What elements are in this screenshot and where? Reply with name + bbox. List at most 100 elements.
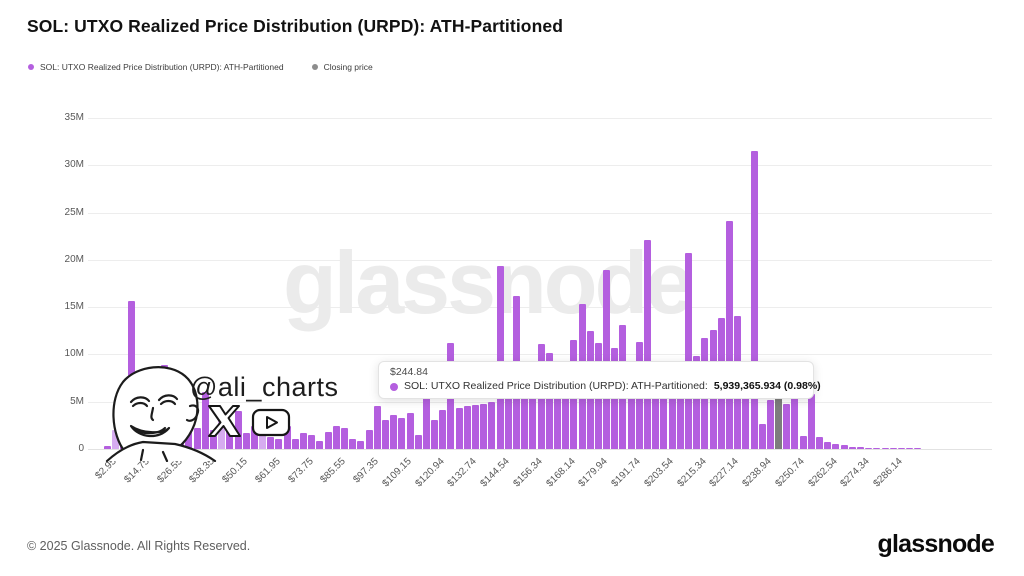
urpd-bar[interactable]: [300, 432, 308, 449]
urpd-bar[interactable]: [439, 410, 447, 449]
urpd-bar[interactable]: [897, 448, 905, 449]
gridline: [88, 165, 992, 167]
urpd-bar[interactable]: [373, 406, 381, 449]
legend: SOL: UTXO Realized Price Distribution (U…: [28, 62, 373, 72]
gridline: [88, 118, 992, 119]
urpd-bar[interactable]: [185, 426, 193, 449]
urpd-bar[interactable]: [684, 253, 692, 449]
urpd-bar[interactable]: [209, 430, 217, 449]
urpd-bar[interactable]: [422, 397, 430, 449]
x-axis-tick-label: $109.15: [380, 456, 414, 490]
tooltip-price: $244.84: [390, 366, 428, 378]
urpd-bar[interactable]: [472, 405, 480, 449]
urpd-bar[interactable]: [627, 392, 635, 449]
closing-price-bar[interactable]: [775, 392, 783, 449]
x-axis-tick-label: $227.14: [707, 456, 742, 490]
urpd-bar[interactable]: [357, 441, 365, 449]
urpd-bar[interactable]: [816, 436, 824, 449]
urpd-bar[interactable]: [529, 396, 537, 449]
urpd-bar[interactable]: [668, 386, 676, 449]
urpd-bar[interactable]: [783, 403, 791, 449]
urpd-bar[interactable]: [341, 428, 348, 449]
urpd-bar[interactable]: [750, 151, 758, 449]
urpd-bar[interactable]: [553, 392, 561, 449]
urpd-bar[interactable]: [283, 426, 291, 449]
urpd-bar[interactable]: [103, 446, 111, 449]
x-axis-tick-label: $61.95: [253, 456, 283, 486]
urpd-bar[interactable]: [242, 432, 250, 449]
urpd-bar[interactable]: [308, 434, 316, 449]
urpd-bar[interactable]: [111, 430, 119, 449]
urpd-bar[interactable]: [832, 444, 840, 449]
urpd-bar[interactable]: [766, 399, 774, 449]
x-axis-tick-label: $120.94: [413, 456, 447, 490]
urpd-bar[interactable]: [758, 424, 766, 449]
urpd-bar[interactable]: [603, 270, 611, 449]
urpd-bar[interactable]: [349, 438, 357, 449]
x-axis-tick-label: $286.14: [871, 456, 906, 490]
tooltip-series-label: SOL: UTXO Realized Price Distribution (U…: [404, 380, 708, 392]
legend-item-closing-price[interactable]: Closing price: [311, 62, 373, 72]
x-axis-tick-label: $85.55: [318, 456, 349, 486]
urpd-bar[interactable]: [332, 426, 340, 449]
urpd-bar[interactable]: [431, 419, 439, 449]
urpd-bar[interactable]: [496, 265, 504, 449]
urpd-bar[interactable]: [521, 396, 529, 449]
urpd-bar[interactable]: [234, 411, 242, 449]
urpd-bar[interactable]: [791, 397, 799, 449]
legend-item-urpd[interactable]: SOL: UTXO Realized Price Distribution (U…: [28, 62, 284, 72]
urpd-bar[interactable]: [873, 447, 881, 449]
x-axis-tick-label: $238.94: [740, 456, 774, 490]
urpd-bar[interactable]: [562, 390, 570, 449]
urpd-bar[interactable]: [660, 389, 668, 449]
urpd-bar[interactable]: [390, 414, 398, 449]
urpd-bar[interactable]: [365, 430, 373, 449]
gridline: [88, 212, 992, 214]
urpd-bar[interactable]: [250, 426, 258, 449]
urpd-bar[interactable]: [267, 436, 275, 449]
urpd-bar[interactable]: [406, 413, 414, 449]
y-axis-tick-label: 10M: [64, 348, 84, 360]
urpd-bar[interactable]: [644, 239, 652, 449]
urpd-bar[interactable]: [398, 417, 406, 449]
urpd-bar[interactable]: [824, 442, 832, 449]
urpd-bar[interactable]: [480, 403, 488, 449]
urpd-bar[interactable]: [193, 428, 201, 449]
x-axis-tick-label: $250.74: [773, 456, 807, 490]
urpd-bar[interactable]: [725, 221, 733, 449]
urpd-bar[interactable]: [742, 392, 750, 449]
urpd-bar[interactable]: [324, 431, 332, 449]
urpd-bar[interactable]: [545, 352, 553, 449]
urpd-bar[interactable]: [455, 408, 463, 449]
urpd-bar[interactable]: [914, 448, 922, 449]
urpd-bar[interactable]: [381, 419, 389, 449]
urpd-bar[interactable]: [414, 434, 422, 449]
urpd-bar[interactable]: [840, 445, 848, 449]
urpd-bar[interactable]: [463, 406, 471, 449]
face-sketch-watermark: [105, 366, 217, 462]
urpd-bar[interactable]: [504, 386, 512, 449]
urpd-bar[interactable]: [201, 392, 209, 449]
tooltip-series-dot-icon: [390, 382, 398, 391]
urpd-bar[interactable]: [488, 401, 496, 449]
urpd-bar[interactable]: [856, 447, 864, 449]
urpd-bar[interactable]: [807, 394, 815, 449]
glassnode-watermark: glassnode: [283, 233, 694, 332]
urpd-bar[interactable]: [865, 447, 873, 449]
urpd-bar[interactable]: [799, 435, 807, 449]
urpd-bar[interactable]: [906, 448, 914, 449]
urpd-bar[interactable]: [316, 441, 324, 449]
urpd-bar[interactable]: [693, 356, 701, 449]
urpd-bar[interactable]: [291, 438, 299, 449]
urpd-bar[interactable]: [226, 426, 234, 449]
urpd-bar[interactable]: [676, 388, 684, 449]
urpd-bar[interactable]: [848, 446, 856, 449]
y-axis-tick-label: 25M: [64, 206, 84, 218]
urpd-bar[interactable]: [889, 448, 897, 449]
urpd-bar[interactable]: [652, 387, 660, 449]
legend-dot-icon: [311, 64, 318, 70]
urpd-bar[interactable]: [881, 448, 889, 449]
urpd-bar[interactable]: [275, 438, 283, 449]
urpd-bar[interactable]: [218, 414, 226, 449]
